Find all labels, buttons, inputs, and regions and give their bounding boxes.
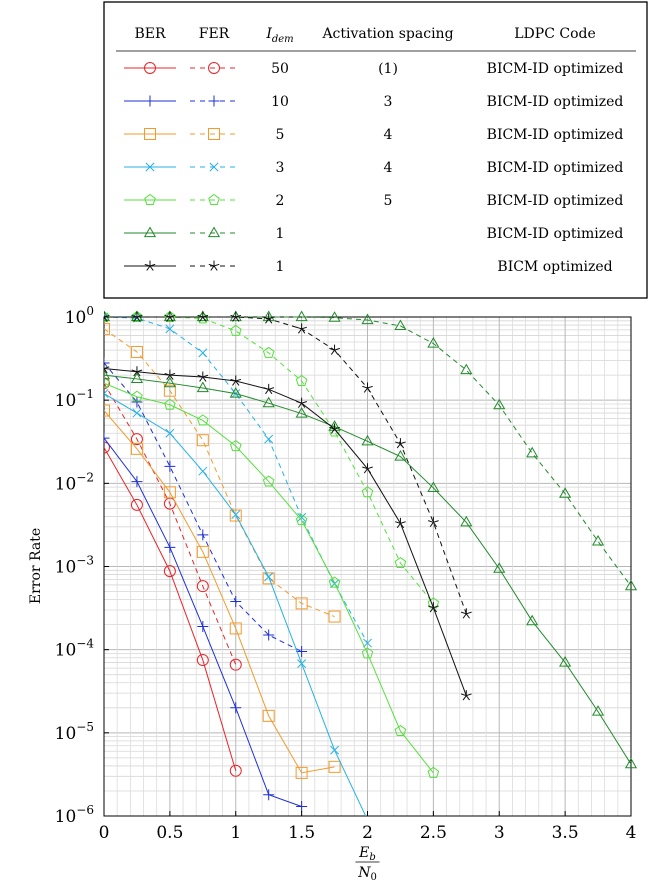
legend-header-spacing: Activation spacing: [321, 26, 453, 42]
xlabel-numerator: Eb: [358, 845, 376, 863]
x-tick-label: 2: [362, 823, 373, 843]
marker-plus: [197, 529, 208, 540]
marker-plus: [164, 542, 175, 553]
marker-star: [395, 438, 405, 448]
legend-header-fer: FER: [199, 26, 230, 42]
y-tick-label: 10−5: [55, 720, 94, 744]
legend-idem-value: 10: [271, 94, 289, 110]
legend-spacing-value: 3: [384, 94, 393, 110]
x-tick-label: 0: [99, 823, 110, 843]
marker-square: [329, 611, 340, 622]
legend-code-value: BICM-ID optimized: [487, 226, 624, 242]
marker-triangle: [527, 616, 537, 625]
marker-plus: [131, 476, 142, 487]
marker-star: [461, 690, 471, 700]
marker-cross: [199, 467, 207, 475]
y-tick-label: 10−3: [55, 554, 94, 578]
legend-idem-value: 2: [276, 193, 285, 209]
marker-square: [197, 435, 208, 446]
legend-spacing-value: 4: [384, 127, 393, 143]
marker-cross: [330, 746, 338, 754]
fer-line: [104, 317, 466, 614]
y-tick-label: 100: [65, 304, 94, 328]
marker-plus: [296, 646, 307, 657]
legend-idem-value: 50: [271, 61, 289, 77]
marker-plus: [164, 461, 175, 472]
axis-ticks: 0 0.5 1 1.5 2 2.5 3 3.5 4 100 10−1 10−2 10−3 10−4 10−5…: [55, 304, 637, 843]
marker-triangle: [461, 365, 471, 374]
legend-code-value: BICM-ID optimized: [487, 160, 624, 176]
legend-spacing-value: (1): [378, 61, 398, 77]
legend-idem-value: 3: [276, 160, 285, 176]
marker-square: [329, 761, 340, 772]
x-tick-label: 3: [494, 823, 505, 843]
fer-line: [104, 317, 433, 603]
legend-code-value: BICM-ID optimized: [487, 61, 624, 77]
series-group: [99, 323, 341, 778]
legend-spacing-value: 5: [384, 193, 393, 209]
marker-triangle: [593, 536, 603, 545]
marker-cross: [265, 435, 273, 443]
x-tick-label: 3.5: [552, 823, 579, 843]
legend-box: [104, 2, 647, 298]
marker-plus: [230, 702, 241, 713]
x-axis-label: Eb N0: [356, 845, 380, 883]
x-tick-label: 0.5: [156, 823, 183, 843]
legend-code-value: BICM-ID optimized: [487, 193, 624, 209]
legend-idem-value: 1: [276, 259, 285, 275]
y-tick-label: 10−2: [55, 470, 94, 494]
legend-code-value: BICM-ID optimized: [487, 94, 624, 110]
marker-star: [395, 518, 405, 528]
grid: [104, 317, 631, 816]
legend-idem-value: 5: [276, 127, 285, 143]
series-group: [99, 312, 472, 701]
legend-code-value: BICM-ID optimized: [487, 127, 624, 143]
marker-plus: [296, 801, 307, 812]
xlabel-denominator: N0: [357, 865, 377, 883]
legend-code-value: BICM optimized: [497, 259, 612, 275]
y-axis-label: Error Rate: [28, 528, 44, 604]
legend-header-ber: BER: [134, 26, 166, 42]
marker-plus: [197, 621, 208, 632]
legend-idem-value: 1: [276, 226, 285, 242]
x-tick-label: 1.5: [288, 823, 315, 843]
y-tick-label: 10−6: [55, 803, 94, 827]
y-tick-label: 10−4: [55, 637, 95, 661]
x-tick-label: 2.5: [420, 823, 447, 843]
x-tick-label: 4: [626, 823, 637, 843]
marker-plus: [99, 433, 110, 444]
x-tick-label: 1: [230, 823, 241, 843]
y-tick-label: 10−1: [55, 387, 94, 411]
legend-header-code: LDPC Code: [514, 26, 596, 42]
legend-spacing-value: 4: [384, 160, 393, 176]
marker-star: [329, 345, 339, 355]
marker-triangle: [527, 448, 537, 457]
ber-line: [104, 369, 466, 696]
legend: BER FER Activation spacing LDPC CodeIdem50(…: [104, 2, 647, 298]
